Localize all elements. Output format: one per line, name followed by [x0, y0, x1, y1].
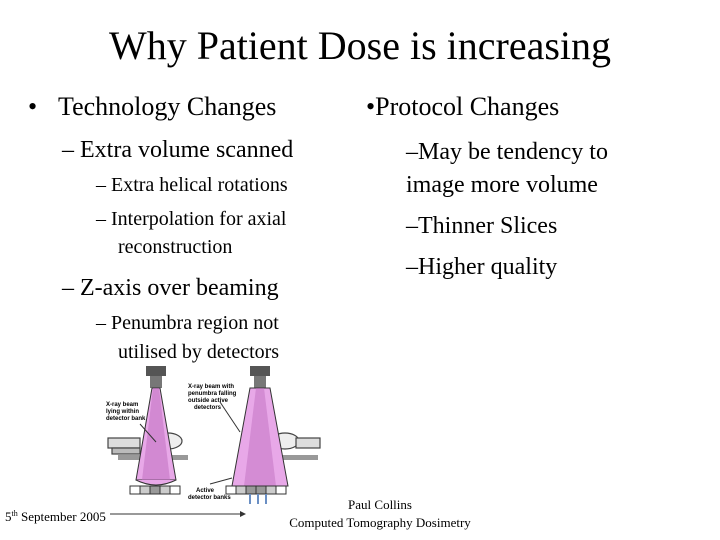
z-axis-item: – Z-axis over beaming [62, 275, 279, 301]
thinner-slices-line: –Thinner Slices [406, 213, 558, 239]
protocol-changes-heading: •Protocol Changes [366, 92, 560, 121]
penumbra-subitem: – Penumbra region not [96, 312, 279, 334]
tendency-line-cont: image more volume [406, 172, 598, 198]
higher-quality-line: –Higher quality [406, 254, 558, 280]
ct-beam-diagram: X-ray beam lying within detector bank X-ra… [106, 366, 321, 517]
interpolation-subitem-cont: reconstruction [118, 236, 233, 258]
footer-course: Computed Tomography Dosimetry [289, 515, 471, 530]
detector-banks [129, 485, 287, 504]
extra-volume-item: – Extra volume scanned [62, 137, 294, 163]
technology-changes-heading: Technology Changes [58, 92, 277, 121]
label-active-detectors: Active detector banks [188, 488, 231, 501]
tendency-line: –May be tendency to [406, 139, 608, 165]
footer-date: 5th September 2005 [5, 509, 106, 525]
x-ray-tube-right [250, 366, 270, 388]
footer-author: Paul Collins [348, 497, 412, 512]
label-beam-within: X-ray beam lying within detector bank [106, 402, 146, 422]
helical-rotations-subitem: – Extra helical rotations [96, 174, 288, 196]
interpolation-subitem: – Interpolation for axial [96, 208, 287, 230]
label-beam-penumbra: X-ray beam with penumbra falling outside a… [188, 384, 237, 411]
footer-date-rest: September 2005 [20, 509, 106, 524]
footer-date-suffix: th [11, 509, 18, 518]
footer-date-day: 5 [5, 509, 12, 524]
slide-title: Why Patient Dose is increasing [108, 23, 612, 68]
penumbra-subitem-cont: utilised by detectors [118, 341, 280, 363]
x-ray-tube-left [146, 366, 166, 388]
bullet-dot: • [28, 92, 38, 121]
